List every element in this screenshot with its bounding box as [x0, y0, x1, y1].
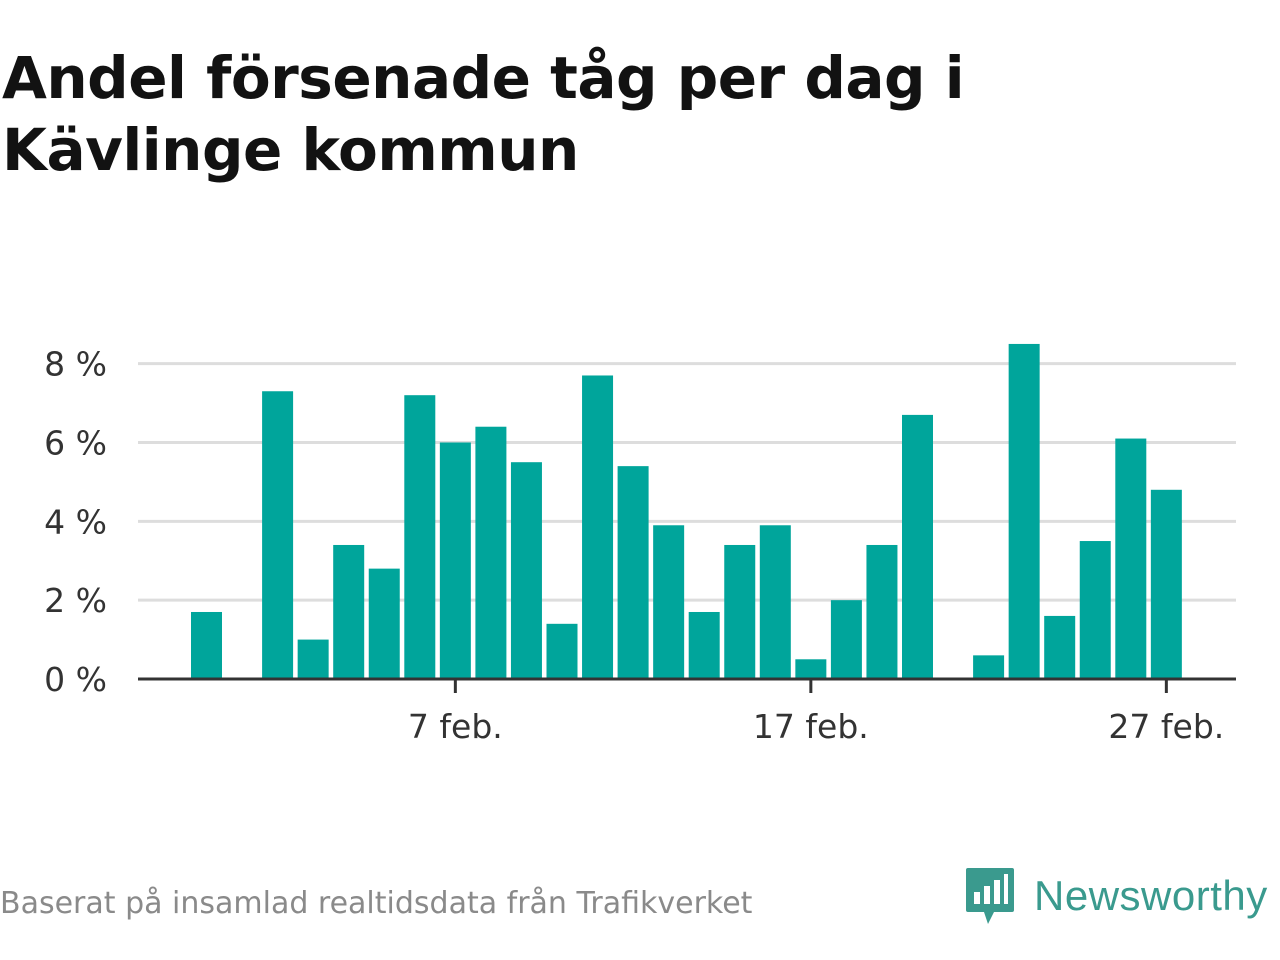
x-axis: 7 feb. 17 feb. 27 feb. — [138, 677, 1236, 746]
bar — [973, 655, 1005, 679]
chart-bubble-icon — [966, 868, 1014, 924]
bar — [404, 395, 436, 679]
gridlines — [138, 362, 1236, 602]
bar — [1044, 615, 1076, 679]
bar — [297, 639, 329, 679]
bar — [439, 442, 471, 679]
x-tick-label: 7 feb. — [408, 707, 503, 746]
brand-name: Newsworthy — [1034, 872, 1268, 919]
bar — [262, 391, 294, 679]
bar — [902, 414, 933, 679]
bar — [333, 544, 365, 679]
bars — [191, 343, 1182, 679]
y-tick-label: 4 % — [44, 502, 107, 541]
bar — [617, 466, 649, 679]
bar — [653, 525, 685, 679]
bar — [475, 426, 507, 679]
bar — [688, 611, 720, 679]
y-tick-label: 2 % — [44, 581, 107, 620]
bar — [368, 568, 400, 679]
chart-title: Andel försenade tåg per dag i Kävlinge k… — [2, 44, 965, 184]
bar — [795, 659, 827, 679]
y-axis: 0 % 2 % 4 % 6 % 8 % — [44, 345, 107, 699]
bar — [1008, 343, 1040, 679]
y-tick-label: 8 % — [44, 345, 107, 384]
source-note: Baserat på insamlad realtidsdata från Tr… — [0, 886, 753, 921]
bar — [582, 375, 614, 679]
bar — [191, 611, 222, 679]
newsworthy-logo[interactable]: Newsworthy — [964, 866, 1268, 926]
bar — [1079, 541, 1111, 679]
y-tick-label: 6 % — [44, 423, 107, 462]
x-tick-label: 27 feb. — [1108, 707, 1224, 746]
bar — [830, 600, 862, 679]
bar — [510, 462, 542, 679]
bar — [759, 525, 791, 679]
bar — [546, 623, 578, 679]
bar — [1150, 489, 1182, 679]
bar — [866, 544, 898, 679]
bar — [1115, 438, 1147, 679]
y-tick-label: 0 % — [44, 660, 107, 699]
x-tick-label: 17 feb. — [753, 707, 869, 746]
bar — [724, 544, 756, 679]
